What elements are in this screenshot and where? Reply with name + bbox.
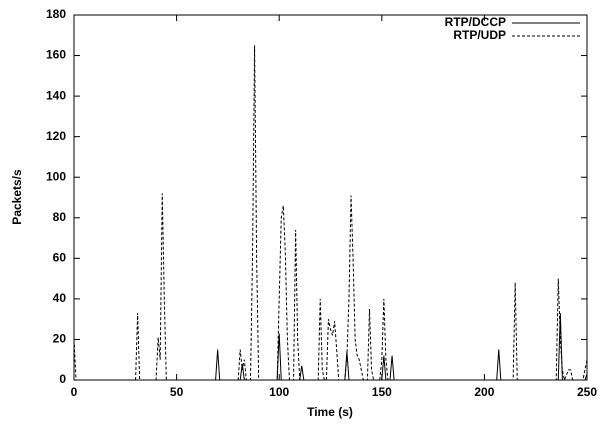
x-tick-label: 100 bbox=[269, 385, 289, 399]
y-tick-label: 20 bbox=[53, 332, 67, 346]
y-axis-label: Packets/s bbox=[10, 169, 24, 225]
series-line bbox=[73, 45, 588, 382]
plot-frame bbox=[73, 14, 588, 381]
y-tick-label: 80 bbox=[53, 210, 67, 224]
x-tick-label: 250 bbox=[577, 385, 597, 399]
legend-label: RTP/UDP bbox=[453, 28, 506, 42]
y-tick-label: 140 bbox=[46, 88, 66, 102]
series-line bbox=[74, 313, 588, 381]
x-tick-label: 50 bbox=[170, 385, 184, 399]
y-tick-label: 120 bbox=[46, 129, 66, 143]
legend-label: RTP/DCCP bbox=[445, 15, 506, 29]
x-tick-label: 200 bbox=[474, 385, 494, 399]
y-tick-label: 60 bbox=[53, 251, 67, 265]
y-tick-label: 100 bbox=[46, 169, 66, 183]
y-tick-label: 0 bbox=[59, 372, 66, 386]
x-tick-label: 150 bbox=[372, 385, 392, 399]
x-axis-label: Time (s) bbox=[307, 405, 353, 419]
y-tick-label: 160 bbox=[46, 48, 66, 62]
y-tick-label: 40 bbox=[53, 291, 67, 305]
y-tick-label: 180 bbox=[46, 7, 66, 21]
x-tick-label: 0 bbox=[71, 385, 78, 399]
